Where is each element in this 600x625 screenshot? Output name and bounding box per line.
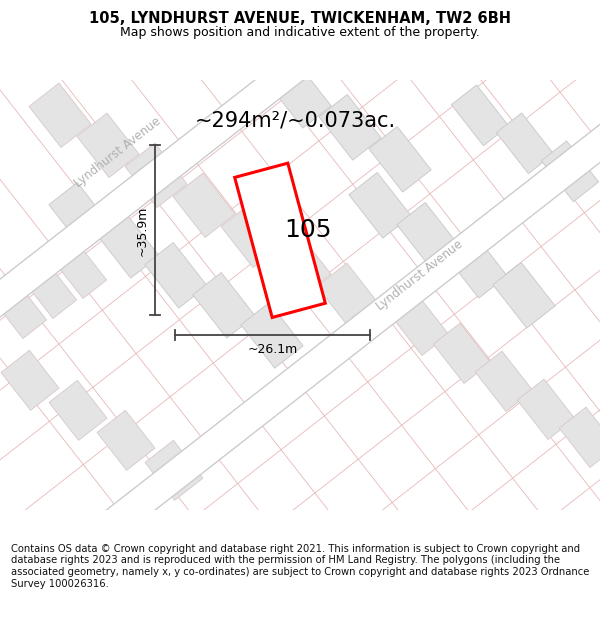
Polygon shape <box>0 282 47 339</box>
Text: 105, LYNDHURST AVENUE, TWICKENHAM, TW2 6BH: 105, LYNDHURST AVENUE, TWICKENHAM, TW2 6… <box>89 11 511 26</box>
Polygon shape <box>559 407 600 468</box>
Text: Lyndhurst Avenue: Lyndhurst Avenue <box>374 238 466 313</box>
Polygon shape <box>49 182 111 248</box>
Polygon shape <box>29 83 91 148</box>
Polygon shape <box>125 143 187 208</box>
Polygon shape <box>95 88 600 542</box>
Text: ~35.9m: ~35.9m <box>136 205 149 256</box>
Polygon shape <box>193 272 255 338</box>
Polygon shape <box>269 233 331 298</box>
Polygon shape <box>317 263 379 328</box>
Text: ~294m²/~0.073ac.: ~294m²/~0.073ac. <box>195 110 396 130</box>
Polygon shape <box>221 203 283 268</box>
Polygon shape <box>77 113 139 178</box>
Polygon shape <box>269 62 331 128</box>
Polygon shape <box>49 381 107 440</box>
Polygon shape <box>445 232 507 298</box>
Text: 105: 105 <box>284 218 332 242</box>
Polygon shape <box>349 173 411 238</box>
Text: Map shows position and indicative extent of the property.: Map shows position and indicative extent… <box>120 26 480 39</box>
Polygon shape <box>391 295 449 356</box>
Polygon shape <box>496 113 554 174</box>
Polygon shape <box>97 213 159 278</box>
Polygon shape <box>241 302 303 368</box>
Polygon shape <box>173 173 235 238</box>
Polygon shape <box>493 262 555 328</box>
Polygon shape <box>23 262 77 319</box>
Polygon shape <box>145 242 207 308</box>
Polygon shape <box>369 126 431 192</box>
Polygon shape <box>1 351 59 410</box>
Text: ~26.1m: ~26.1m <box>247 342 298 356</box>
Text: Lyndhurst Avenue: Lyndhurst Avenue <box>73 114 164 190</box>
Polygon shape <box>97 411 155 470</box>
Polygon shape <box>451 85 509 146</box>
Polygon shape <box>541 141 599 202</box>
Polygon shape <box>397 202 459 268</box>
Polygon shape <box>475 351 533 411</box>
Polygon shape <box>53 242 107 299</box>
Polygon shape <box>319 94 381 160</box>
Polygon shape <box>433 323 491 384</box>
Text: Contains OS data © Crown copyright and database right 2021. This information is : Contains OS data © Crown copyright and d… <box>11 544 589 589</box>
Polygon shape <box>0 0 455 392</box>
Polygon shape <box>517 379 575 439</box>
Polygon shape <box>145 441 203 500</box>
Polygon shape <box>235 163 325 318</box>
